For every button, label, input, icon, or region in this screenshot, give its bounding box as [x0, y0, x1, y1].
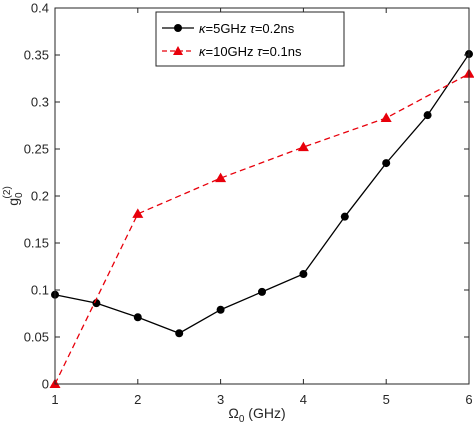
series-1-point	[258, 287, 266, 296]
y-tick-label: 0.3	[31, 95, 49, 110]
x-tick-label: 6	[465, 392, 472, 407]
series-1-point	[299, 270, 308, 279]
x-tick-label: 4	[300, 392, 307, 407]
y-tick-label: 0.25	[24, 142, 49, 157]
x-tick-label: 2	[134, 392, 141, 407]
y-tick-label: 0.05	[24, 330, 49, 345]
series-layer	[49, 50, 474, 388]
series-2-point	[132, 208, 144, 218]
series-1-point	[175, 329, 184, 338]
x-tick-label: 5	[383, 392, 390, 407]
series-2-point	[215, 172, 227, 183]
series-1-point	[340, 212, 349, 221]
series-1-point	[423, 111, 432, 120]
series-1-point	[382, 159, 391, 168]
series-1-point	[92, 299, 101, 308]
y-tick-label: 0.15	[24, 236, 49, 251]
legend-label-series-1: κ=5GHz τ=0.2ns	[199, 21, 295, 36]
legend-label-series-2: κ=10GHz τ=0.1ns	[199, 44, 302, 59]
x-tick-label: 1	[51, 392, 58, 407]
y-tick-label: 0.35	[24, 48, 49, 63]
y-tick-label: 0.2	[31, 189, 49, 204]
x-axis-label: Ω0 (GHz)	[228, 405, 285, 425]
series-2-line	[54, 73, 470, 385]
legend-marker-series-2	[173, 46, 183, 55]
y-tick-label: 0.1	[31, 283, 49, 298]
y-axis-label: g0(2)	[2, 186, 25, 206]
legend-marker-series-1	[174, 24, 182, 32]
x-tick-label: 3	[217, 392, 224, 407]
series-1-point	[216, 305, 225, 314]
legend: κ=5GHz τ=0.2ns κ=10GHz τ=0.1ns	[155, 11, 345, 67]
y-tick-label: 0	[42, 377, 49, 392]
legend-box	[155, 11, 345, 67]
series-2-point	[380, 112, 392, 122]
y-tick-label: 0.4	[31, 1, 49, 16]
series-2-point	[297, 141, 309, 152]
series-1-point	[133, 313, 142, 322]
ticks-layer: 1 2 3 4 5 6 0 0.05 0.1 0.15 0.2 0.25 0.3 0.35 0.4	[24, 1, 473, 408]
